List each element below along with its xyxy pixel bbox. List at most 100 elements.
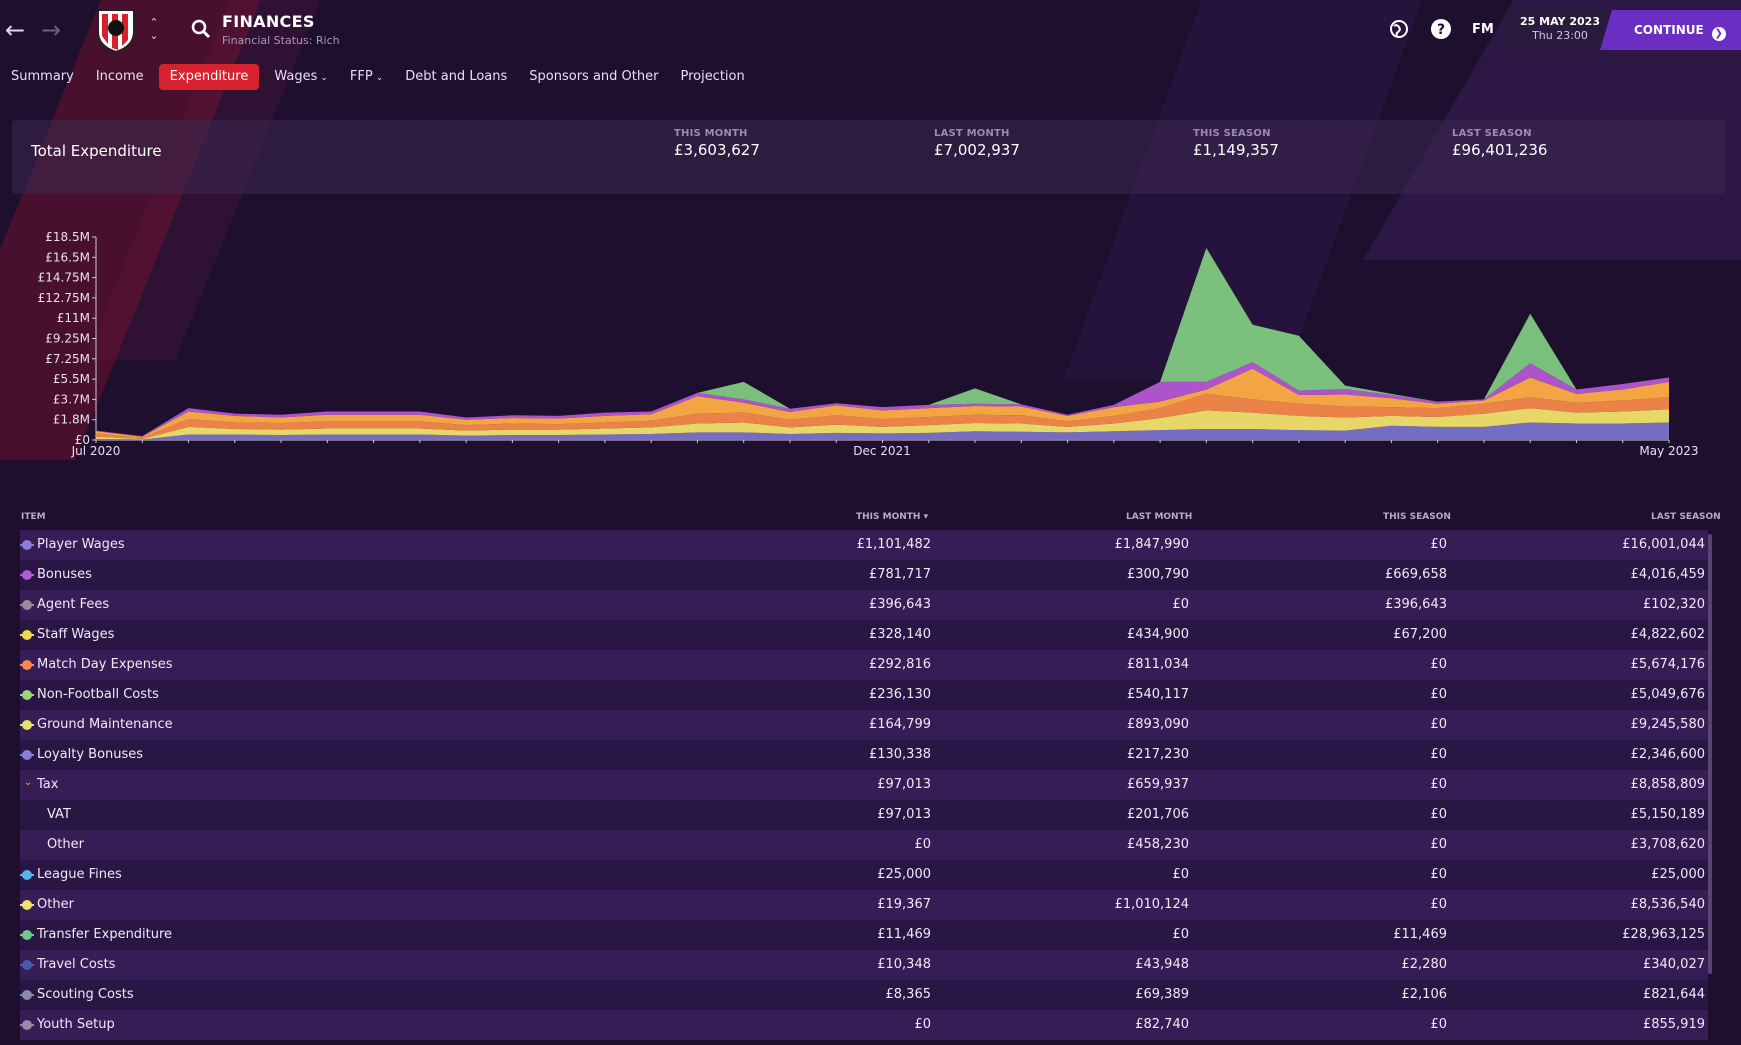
table-row[interactable]: Staff Wages £328,140 £434,900 £67,200 £4,822… (20, 620, 1708, 650)
stat-label: LAST SEASON (1452, 128, 1532, 139)
tab-summary[interactable]: Summary (0, 64, 85, 90)
cell-this-season: £2,106 (1401, 987, 1448, 1002)
table-row[interactable]: Ground Maintenance £164,799 £893,090 £0 £9,2… (20, 710, 1708, 740)
area-series-3[interactable] (96, 368, 1669, 438)
cell-this-month: £0 (914, 1017, 931, 1032)
series-color-icon (20, 720, 34, 730)
stat-label: THIS SEASON (1193, 128, 1271, 139)
search-icon[interactable] (190, 18, 212, 40)
row-item-name: Match Day Expenses (37, 657, 173, 672)
cell-last-month: £0 (1172, 867, 1189, 882)
table-row[interactable]: ⌄ Tax £97,013 £659,937 £0 £8,858,809 (20, 770, 1708, 800)
club-switch-arrows-icon[interactable]: ⌃ ⌄ (149, 16, 159, 42)
y-tick-label: £11M (57, 311, 90, 325)
table-row[interactable]: Youth Setup £0 £82,740 £0 £855,919 (20, 1010, 1708, 1040)
expand-chevron-icon[interactable]: ⌄ (24, 777, 33, 788)
table-row[interactable]: League Fines £25,000 £0 £0 £25,000 (20, 860, 1708, 890)
x-tick-label: May 2023 (1639, 444, 1698, 458)
row-item-name: Loyalty Bonuses (37, 747, 144, 762)
table-row[interactable]: VAT £97,013 £201,706 £0 £5,150,189 (20, 800, 1708, 830)
world-icon[interactable] (1388, 18, 1412, 42)
area-series-1[interactable] (96, 408, 1669, 440)
tab-debt-and-loans[interactable]: Debt and Loans (394, 64, 518, 90)
cell-this-season: £0 (1430, 717, 1447, 732)
y-tick-label: £14.75M (38, 271, 90, 285)
cell-last-month: £659,937 (1126, 777, 1189, 792)
tab-label: Projection (680, 69, 745, 84)
cell-this-season: £0 (1430, 657, 1447, 672)
row-item-name: Other (37, 897, 74, 912)
area-series-2[interactable] (96, 393, 1669, 439)
tab-wages[interactable]: Wages ⌄ (263, 64, 339, 90)
cell-this-season: £0 (1430, 837, 1447, 852)
table-row[interactable]: Other £0 £458,230 £0 £3,708,620 (20, 830, 1708, 860)
stat-last-season: LAST SEASON £96,401,236 (1452, 128, 1547, 159)
stat-value: £1,149,357 (1193, 141, 1279, 159)
table-row[interactable]: Bonuses £781,717 £300,790 £669,658 £4,016,45… (20, 560, 1708, 590)
header-this-month[interactable]: THIS MONTH ▾ (856, 512, 928, 522)
expenditure-chart[interactable]: £0 £1.8M £3.7M £5.5M £7.25M £9.25M £11M £12.75M… (0, 218, 1741, 468)
table-row[interactable]: Player Wages £1,101,482 £1,847,990 £0 £16,00… (20, 530, 1708, 560)
table-row[interactable]: Match Day Expenses £292,816 £811,034 £0 £5,6… (20, 650, 1708, 680)
table-row[interactable]: Non-Football Costs £236,130 £540,117 £0 £5,0… (20, 680, 1708, 710)
row-item-name: Tax (37, 777, 59, 792)
table-row[interactable]: Agent Fees £396,643 £0 £396,643 £102,320 (20, 590, 1708, 620)
cell-this-month: £396,643 (868, 597, 931, 612)
cell-this-season: £0 (1430, 807, 1447, 822)
total-expenditure-panel: Total Expenditure THIS MONTH £3,603,627 … (12, 120, 1725, 194)
club-crest-icon[interactable] (94, 6, 138, 54)
tab-ffp[interactable]: FFP ⌄ (339, 64, 394, 90)
x-tick-label: Jul 2020 (71, 444, 121, 458)
table-scrollbar[interactable] (1708, 534, 1712, 974)
header-this-season[interactable]: THIS SEASON (1383, 512, 1451, 522)
row-item-name: VAT (47, 807, 71, 822)
game-date[interactable]: 25 MAY 2023 Thu 23:00 (1508, 10, 1612, 50)
forward-arrow-icon[interactable]: → (40, 16, 62, 44)
area-series-4[interactable] (96, 362, 1669, 437)
tab-income[interactable]: Income (85, 64, 155, 90)
series-color-icon (20, 690, 34, 700)
row-item-name: Youth Setup (37, 1017, 115, 1032)
tab-expenditure[interactable]: Expenditure (158, 64, 260, 90)
cell-this-month: £19,367 (877, 897, 931, 912)
stat-last-month: LAST MONTH £7,002,937 (934, 128, 1020, 159)
table-row[interactable]: Loyalty Bonuses £130,338 £217,230 £0 £2,346,… (20, 740, 1708, 770)
header-this-month-label: THIS MONTH (856, 512, 921, 522)
cell-last-season: £9,245,580 (1630, 717, 1705, 732)
series-color-icon (20, 750, 34, 760)
back-arrow-icon[interactable]: ← (4, 16, 26, 44)
series-color-icon (20, 660, 34, 670)
stat-label: THIS MONTH (674, 128, 748, 139)
help-icon[interactable]: ? (1430, 18, 1452, 42)
header-item[interactable]: ITEM (21, 512, 46, 522)
header-last-month[interactable]: LAST MONTH (1126, 512, 1193, 522)
y-tick-label: £12.75M (38, 291, 90, 305)
table-row[interactable]: Other £19,367 £1,010,124 £0 £8,536,540 (20, 890, 1708, 920)
cell-this-month: £25,000 (877, 867, 931, 882)
continue-button[interactable]: CONTINUE ❯ (1600, 10, 1741, 50)
area-series-0[interactable] (96, 422, 1669, 440)
x-tick-label: Dec 2021 (853, 444, 911, 458)
header-last-season[interactable]: LAST SEASON (1651, 512, 1721, 522)
series-color-icon (20, 870, 34, 880)
series-color-icon (20, 990, 34, 1000)
tab-label: FFP (349, 69, 373, 84)
cell-last-season: £4,016,459 (1630, 567, 1705, 582)
cell-last-month: £43,948 (1135, 957, 1189, 972)
cell-this-season: £396,643 (1384, 597, 1447, 612)
table-row[interactable]: Travel Costs £10,348 £43,948 £2,280 £340,027 (20, 950, 1708, 980)
stat-this-month: THIS MONTH £3,603,627 (674, 128, 760, 159)
row-item-name: Staff Wages (37, 627, 115, 642)
tab-sponsors-and-other[interactable]: Sponsors and Other (518, 64, 669, 90)
row-item-name: Bonuses (37, 567, 92, 582)
fm-menu-button[interactable]: FM (1472, 22, 1494, 37)
cell-this-season: £0 (1430, 867, 1447, 882)
tab-projection[interactable]: Projection (669, 64, 755, 90)
stat-value: £7,002,937 (934, 141, 1020, 159)
expenditure-chart-svg: £0 £1.8M £3.7M £5.5M £7.25M £9.25M £11M £12.75M… (38, 230, 1699, 458)
table-row[interactable]: Scouting Costs £8,365 £69,389 £2,106 £821,64… (20, 980, 1708, 1010)
table-row[interactable]: Transfer Expenditure £11,469 £0 £11,469 £28,… (20, 920, 1708, 950)
cell-last-season: £821,644 (1642, 987, 1705, 1002)
cell-this-season: £2,280 (1401, 957, 1448, 972)
section-tabs: Summary Income Expenditure Wages ⌄ FFP ⌄ Debt a… (0, 64, 756, 90)
